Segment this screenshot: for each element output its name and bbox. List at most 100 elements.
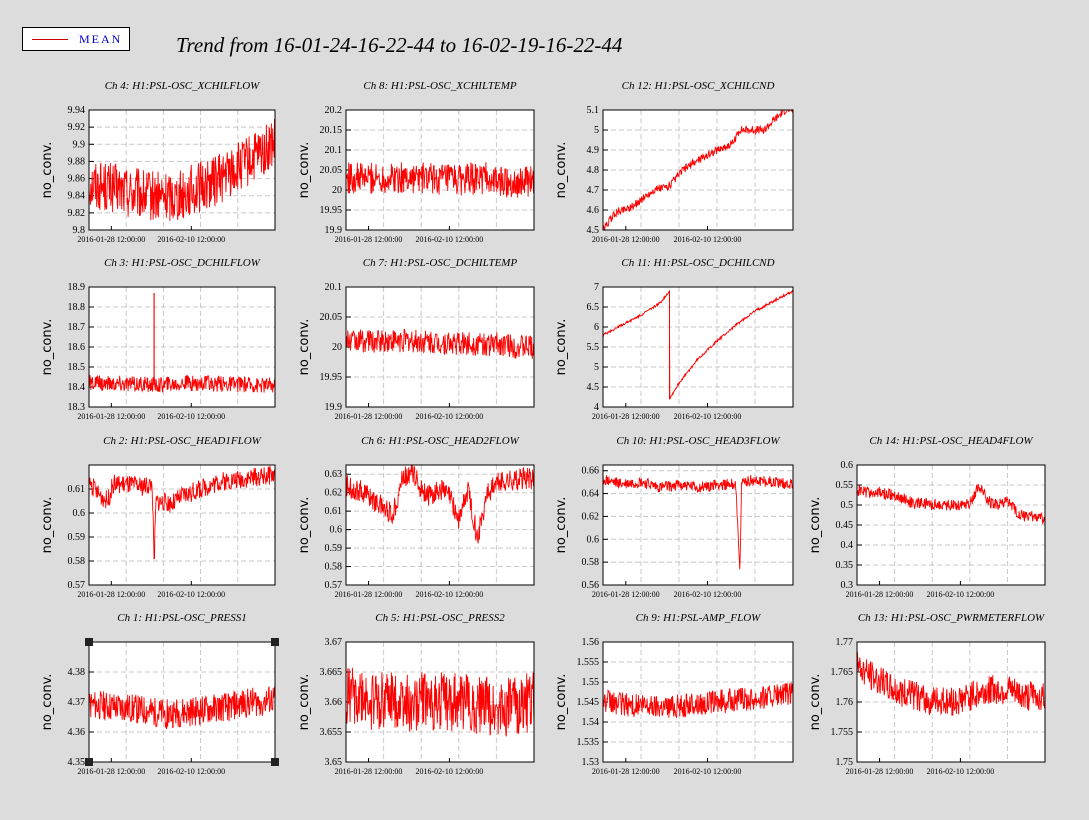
x-tick-label: 2016-02-10 12:00:00 <box>416 767 484 776</box>
chart-title: Ch 1: H1:PSL-OSC_PRESS1 <box>117 612 247 624</box>
y-tick-label: 20 <box>332 342 342 353</box>
series-line <box>602 108 794 231</box>
y-tick-label: 9.94 <box>68 105 86 116</box>
y-tick-label: 1.54 <box>582 717 600 728</box>
y-tick-label: 4.36 <box>68 727 86 738</box>
plot-frame <box>88 641 276 763</box>
y-tick-label: 19.9 <box>325 402 343 413</box>
selection-handle[interactable] <box>271 638 279 646</box>
plot-frame <box>856 464 1046 586</box>
y-tick-label: 4.8 <box>587 165 600 176</box>
x-tick-label: 2016-01-28 12:00:00 <box>592 235 660 244</box>
y-tick-label: 7 <box>594 282 599 293</box>
y-tick-label: 0.61 <box>325 506 343 517</box>
y-axis-label: no_conv. <box>297 497 312 554</box>
x-tick-label: 2016-01-28 12:00:00 <box>335 235 403 244</box>
plot-frame <box>345 464 535 586</box>
y-axis-label: no_conv. <box>554 142 569 199</box>
y-tick-label: 20.15 <box>320 125 343 136</box>
y-tick-label: 20.05 <box>320 165 343 176</box>
chart-title: Ch 4: H1:PSL-OSC_XCHILFLOW <box>104 80 260 92</box>
plot-frame <box>602 464 794 586</box>
x-tick-label: 2016-01-28 12:00:00 <box>592 767 660 776</box>
y-tick-label: 0.58 <box>582 557 600 568</box>
series-line <box>345 328 535 359</box>
y-tick-label: 0.63 <box>325 469 343 480</box>
chart-title: Ch 11: H1:PSL-OSC_DCHILCND <box>621 257 775 269</box>
chart-title: Ch 8: H1:PSL-OSC_XCHILTEMP <box>363 80 517 92</box>
series-line <box>856 652 1046 716</box>
y-tick-label: 3.655 <box>320 727 343 738</box>
plot-area <box>89 287 275 407</box>
legend-box: MEAN <box>22 27 130 51</box>
y-axis-label: no_conv. <box>40 497 55 554</box>
series-line <box>88 374 276 393</box>
y-tick-label: 4 <box>594 402 599 413</box>
y-tick-label: 9.8 <box>73 225 86 236</box>
plot-frame <box>345 641 535 763</box>
y-tick-label: 20.1 <box>325 145 343 156</box>
y-tick-label: 0.57 <box>325 580 343 591</box>
y-tick-label: 1.555 <box>577 657 600 668</box>
y-axis-label: no_conv. <box>40 142 55 199</box>
plot-frame <box>602 109 794 231</box>
plot-area <box>346 287 534 407</box>
x-tick-label: 2016-02-10 12:00:00 <box>157 767 225 776</box>
y-tick-label: 0.6 <box>330 525 343 536</box>
plot-area <box>89 110 275 230</box>
plot-frame <box>602 286 794 408</box>
series-line <box>88 465 276 560</box>
y-tick-label: 20.1 <box>325 282 343 293</box>
y-tick-label: 1.755 <box>831 727 854 738</box>
series-line <box>88 118 276 221</box>
y-tick-label: 18.9 <box>68 282 86 293</box>
y-tick-label: 20 <box>332 185 342 196</box>
y-tick-label: 0.64 <box>582 489 600 500</box>
selection-handle[interactable] <box>85 638 93 646</box>
x-tick-label: 2016-02-10 12:00:00 <box>927 767 995 776</box>
chart-title: Ch 5: H1:PSL-OSC_PRESS2 <box>375 612 505 624</box>
y-tick-label: 1.53 <box>582 757 600 768</box>
series-line <box>88 685 276 730</box>
y-tick-label: 0.59 <box>325 543 343 554</box>
selection-handle[interactable] <box>271 758 279 766</box>
series-line <box>345 464 535 544</box>
y-tick-label: 0.4 <box>841 540 854 551</box>
y-axis-label: no_conv. <box>554 674 569 731</box>
chart-title: Ch 12: H1:PSL-OSC_XCHILCND <box>621 80 775 92</box>
y-tick-label: 0.66 <box>582 466 600 477</box>
x-tick-label: 2016-02-10 12:00:00 <box>416 590 484 599</box>
x-tick-label: 2016-02-10 12:00:00 <box>416 235 484 244</box>
x-tick-label: 2016-01-28 12:00:00 <box>846 590 914 599</box>
y-tick-label: 3.665 <box>320 667 343 678</box>
y-tick-label: 3.65 <box>325 757 343 768</box>
plot-area <box>346 642 534 762</box>
y-axis-label: no_conv. <box>808 497 823 554</box>
selection-handle[interactable] <box>85 758 93 766</box>
plot-frame <box>88 286 276 408</box>
y-tick-label: 1.56 <box>582 637 600 648</box>
y-axis-label: no_conv. <box>40 319 55 376</box>
plot-area <box>346 465 534 585</box>
x-tick-label: 2016-02-10 12:00:00 <box>674 412 742 421</box>
chart-title: Ch 10: H1:PSL-OSC_HEAD3FLOW <box>616 435 780 447</box>
y-tick-label: 1.765 <box>831 667 854 678</box>
chart-title: Ch 3: H1:PSL-OSC_DCHILFLOW <box>104 257 260 269</box>
plot-area <box>857 465 1045 585</box>
y-tick-label: 0.5 <box>841 500 854 511</box>
y-tick-label: 1.545 <box>577 697 600 708</box>
y-tick-label: 4.37 <box>68 697 86 708</box>
y-tick-label: 1.77 <box>836 637 854 648</box>
x-tick-label: 2016-02-10 12:00:00 <box>157 412 225 421</box>
y-tick-label: 5 <box>594 362 599 373</box>
plot-area <box>89 642 275 762</box>
y-tick-label: 0.45 <box>836 520 854 531</box>
plot-area <box>346 110 534 230</box>
